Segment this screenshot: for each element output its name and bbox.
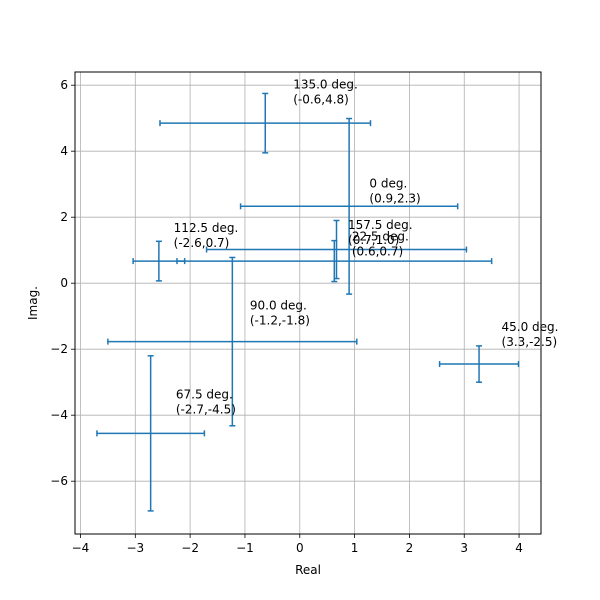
x-tick-label: 1 xyxy=(351,541,359,555)
errorbar-point xyxy=(132,240,186,282)
point-annotation-line: (-2.6,0.7) xyxy=(174,236,230,250)
point-annotation-line: 135.0 deg. xyxy=(293,78,358,92)
errorbar-series xyxy=(96,92,520,512)
errorbar-point xyxy=(438,345,520,383)
y-axis-label: Imag. xyxy=(26,286,40,320)
point-annotations: 0 deg. (0.9,2.3) 22.5 deg. (0.6,0.7) 45.0 de… xyxy=(174,78,559,417)
x-tick-label: −3 xyxy=(126,541,144,555)
point-annotation: 45.0 deg. (3.3,-2.5) xyxy=(502,320,559,349)
point-annotation-line: 157.5 deg. xyxy=(348,218,413,232)
errorbar-point xyxy=(107,256,358,427)
point-annotation-line: (0.9,2.3) xyxy=(369,192,420,206)
point-annotation-line: 67.5 deg. xyxy=(176,388,233,402)
point-annotation: 67.5 deg. (-2.7,-4.5) xyxy=(176,388,236,417)
x-tick-label: −4 xyxy=(72,541,90,555)
y-tick-label: −4 xyxy=(50,408,68,422)
y-tick-label: −2 xyxy=(50,342,68,356)
errorbar-point xyxy=(159,92,372,154)
x-tick-label: 4 xyxy=(515,541,523,555)
y-tick-label: 6 xyxy=(60,78,68,92)
x-tick-label: 2 xyxy=(406,541,414,555)
point-annotation-line: 22.5 deg. xyxy=(352,229,409,243)
point-annotation-line: 112.5 deg. xyxy=(174,221,239,235)
point-annotation-line: 45.0 deg. xyxy=(502,320,559,334)
errorbar-point xyxy=(239,117,459,295)
errorbar-point xyxy=(96,355,206,512)
plot-area xyxy=(75,72,541,534)
x-tick-label: 0 xyxy=(296,541,304,555)
y-tick-label: 2 xyxy=(60,210,68,224)
y-tick-label: −6 xyxy=(50,474,68,488)
plot-frame xyxy=(74,71,542,535)
point-annotation: 0 deg. (0.9,2.3) xyxy=(369,177,420,206)
x-tick-label: 3 xyxy=(460,541,468,555)
point-annotation: 135.0 deg. (-0.6,4.8) xyxy=(293,78,358,107)
point-annotation: 90.0 deg. (-1.2,-1.8) xyxy=(250,299,310,328)
point-annotation-line: (-1.2,-1.8) xyxy=(250,314,310,328)
point-annotation: 22.5 deg. (0.6,0.7) xyxy=(352,229,409,258)
point-annotation-line: (-0.6,4.8) xyxy=(293,93,349,107)
errorbar-point xyxy=(176,239,493,283)
y-axis-ticks: −6 −4 −2 0 2 4 6 xyxy=(50,78,75,488)
y-tick-label: 0 xyxy=(60,276,68,290)
y-tick-label: 4 xyxy=(60,144,68,158)
errorbar-point xyxy=(205,219,468,280)
x-tick-label: −2 xyxy=(181,541,199,555)
point-annotation-line: (0.7,1.0) xyxy=(348,233,399,247)
grid xyxy=(75,72,541,534)
point-annotation-line: 0 deg. xyxy=(369,177,407,191)
point-annotation-line: 90.0 deg. xyxy=(250,299,307,313)
point-annotation: 112.5 deg. (-2.6,0.7) xyxy=(174,221,239,250)
point-annotation: 157.5 deg. (0.7,1.0) xyxy=(348,218,413,247)
x-tick-label: −1 xyxy=(236,541,254,555)
x-axis-ticks: −4 −3 −2 −1 0 1 2 3 4 xyxy=(72,534,523,555)
point-annotation-line: (-2.7,-4.5) xyxy=(176,403,236,417)
x-axis-label: Real xyxy=(295,563,321,577)
point-annotation-line: (3.3,-2.5) xyxy=(502,335,558,349)
point-annotation-line: (0.6,0.7) xyxy=(352,244,403,258)
